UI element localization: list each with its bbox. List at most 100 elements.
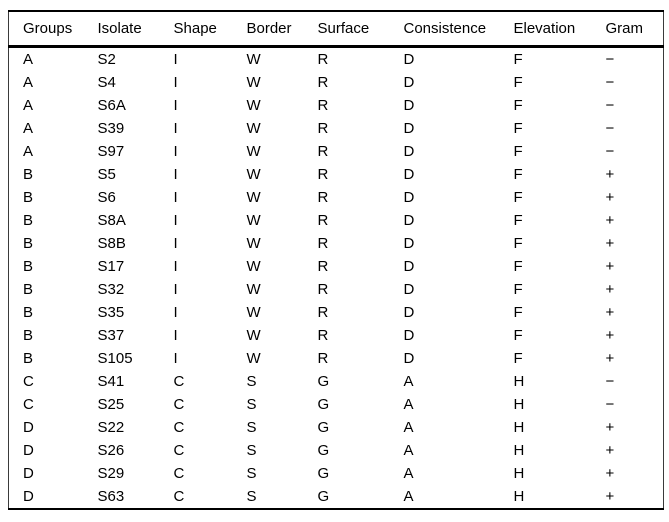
cell-isolate: S29 — [97, 465, 125, 482]
cell-consistence: D — [403, 235, 415, 252]
table-row: B S6 I W R D F + — [9, 186, 664, 209]
cell-consistence: D — [403, 74, 415, 91]
cell-consistence: D — [403, 97, 415, 114]
cell-isolate: S25 — [97, 396, 125, 413]
cell-shape: I — [173, 189, 178, 206]
cell-border: S — [246, 373, 257, 390]
cell-surface: R — [317, 143, 329, 160]
table-row: A S39 I W R D F − — [9, 117, 664, 140]
cell-surface: R — [317, 189, 329, 206]
cell-gram: − — [605, 120, 615, 137]
cell-border: W — [246, 74, 261, 91]
cell-surface: G — [317, 488, 330, 505]
cell-shape: I — [173, 235, 178, 252]
cell-groups: C — [23, 396, 34, 413]
cell-shape: I — [173, 166, 178, 183]
cell-consistence: D — [403, 51, 415, 68]
cell-gram: + — [605, 442, 615, 459]
cell-shape: I — [173, 120, 178, 137]
cell-isolate: S6A — [97, 97, 126, 114]
table-row: A S2 I W R D F − — [9, 47, 664, 72]
cell-consistence: A — [403, 442, 414, 459]
cell-isolate: S2 — [97, 51, 116, 68]
cell-elevation: F — [513, 97, 523, 114]
table-row: D S22 C S G A H + — [9, 416, 664, 439]
cell-border: S — [246, 442, 257, 459]
cell-gram: − — [605, 373, 615, 390]
cell-border: W — [246, 281, 261, 298]
table-header: Groups Isolate Shape Border Surface Consisten… — [8, 11, 664, 48]
isolates-table: Groups Isolate Shape Border Surface Consisten… — [8, 10, 664, 510]
cell-isolate: S35 — [97, 304, 125, 321]
table-row: B S5 I W R D F + — [9, 163, 664, 186]
cell-shape: I — [173, 258, 178, 275]
cell-border: S — [246, 488, 257, 505]
table-row: B S8B I W R D F + — [9, 232, 664, 255]
cell-surface: G — [317, 442, 330, 459]
table-row: A S6A I W R D F − — [9, 94, 664, 117]
cell-groups: B — [23, 212, 34, 229]
cell-gram: + — [605, 419, 615, 436]
table-row: B S105 I W R D F + — [9, 347, 664, 370]
cell-consistence: D — [403, 189, 415, 206]
cell-surface: R — [317, 258, 329, 275]
cell-elevation: F — [513, 51, 523, 68]
column-header-shape: Shape — [173, 11, 247, 48]
cell-groups: B — [23, 189, 34, 206]
cell-elevation: F — [513, 166, 523, 183]
cell-groups: A — [23, 143, 34, 160]
cell-elevation: H — [513, 373, 525, 390]
cell-elevation: F — [513, 235, 523, 252]
cell-elevation: H — [513, 419, 525, 436]
cell-elevation: F — [513, 258, 523, 275]
cell-border: W — [246, 212, 261, 229]
cell-elevation: H — [513, 442, 525, 459]
cell-shape: C — [173, 465, 185, 482]
table-body: A S2 I W R D F − A S4 I W R D F − A S6A I W R D F − A S39 I W R D F − A S… — [9, 47, 664, 510]
cell-gram: − — [605, 97, 615, 114]
cell-gram: − — [605, 396, 615, 413]
cell-surface: R — [317, 120, 329, 137]
table-row: A S97 I W R D F − — [9, 140, 664, 163]
cell-surface: R — [317, 166, 329, 183]
column-header-elevation: Elevation — [513, 11, 606, 48]
cell-groups: C — [23, 373, 34, 390]
cell-groups: B — [23, 281, 34, 298]
cell-surface: R — [317, 97, 329, 114]
cell-border: W — [246, 327, 261, 344]
cell-isolate: S63 — [97, 488, 125, 505]
cell-elevation: F — [513, 327, 523, 344]
table-row: C S41 C S G A H − — [9, 370, 664, 393]
cell-elevation: F — [513, 120, 523, 137]
cell-gram: + — [605, 488, 615, 505]
cell-isolate: S105 — [97, 350, 133, 367]
column-header-groups: Groups — [8, 11, 98, 48]
cell-shape: I — [173, 212, 178, 229]
cell-consistence: A — [403, 488, 414, 505]
cell-groups: D — [23, 419, 34, 436]
cell-gram: + — [605, 304, 615, 321]
cell-elevation: F — [513, 189, 523, 206]
table-row: D S29 C S G A H + — [9, 462, 664, 485]
cell-shape: I — [173, 51, 178, 68]
table-row: A S4 I W R D F − — [9, 71, 664, 94]
cell-elevation: H — [513, 488, 525, 505]
cell-gram: − — [605, 143, 615, 160]
cell-groups: B — [23, 304, 34, 321]
cell-groups: A — [23, 97, 34, 114]
cell-isolate: S8B — [97, 235, 126, 252]
cell-consistence: D — [403, 258, 415, 275]
table-row: C S25 C S G A H − — [9, 393, 664, 416]
cell-isolate: S22 — [97, 419, 125, 436]
cell-consistence: A — [403, 396, 414, 413]
cell-groups: D — [23, 442, 34, 459]
cell-groups: A — [23, 51, 34, 68]
cell-surface: R — [317, 51, 329, 68]
cell-gram: + — [605, 258, 615, 275]
cell-gram: + — [605, 350, 615, 367]
cell-isolate: S41 — [97, 373, 125, 390]
cell-surface: R — [317, 281, 329, 298]
cell-isolate: S39 — [97, 120, 125, 137]
cell-surface: G — [317, 396, 330, 413]
